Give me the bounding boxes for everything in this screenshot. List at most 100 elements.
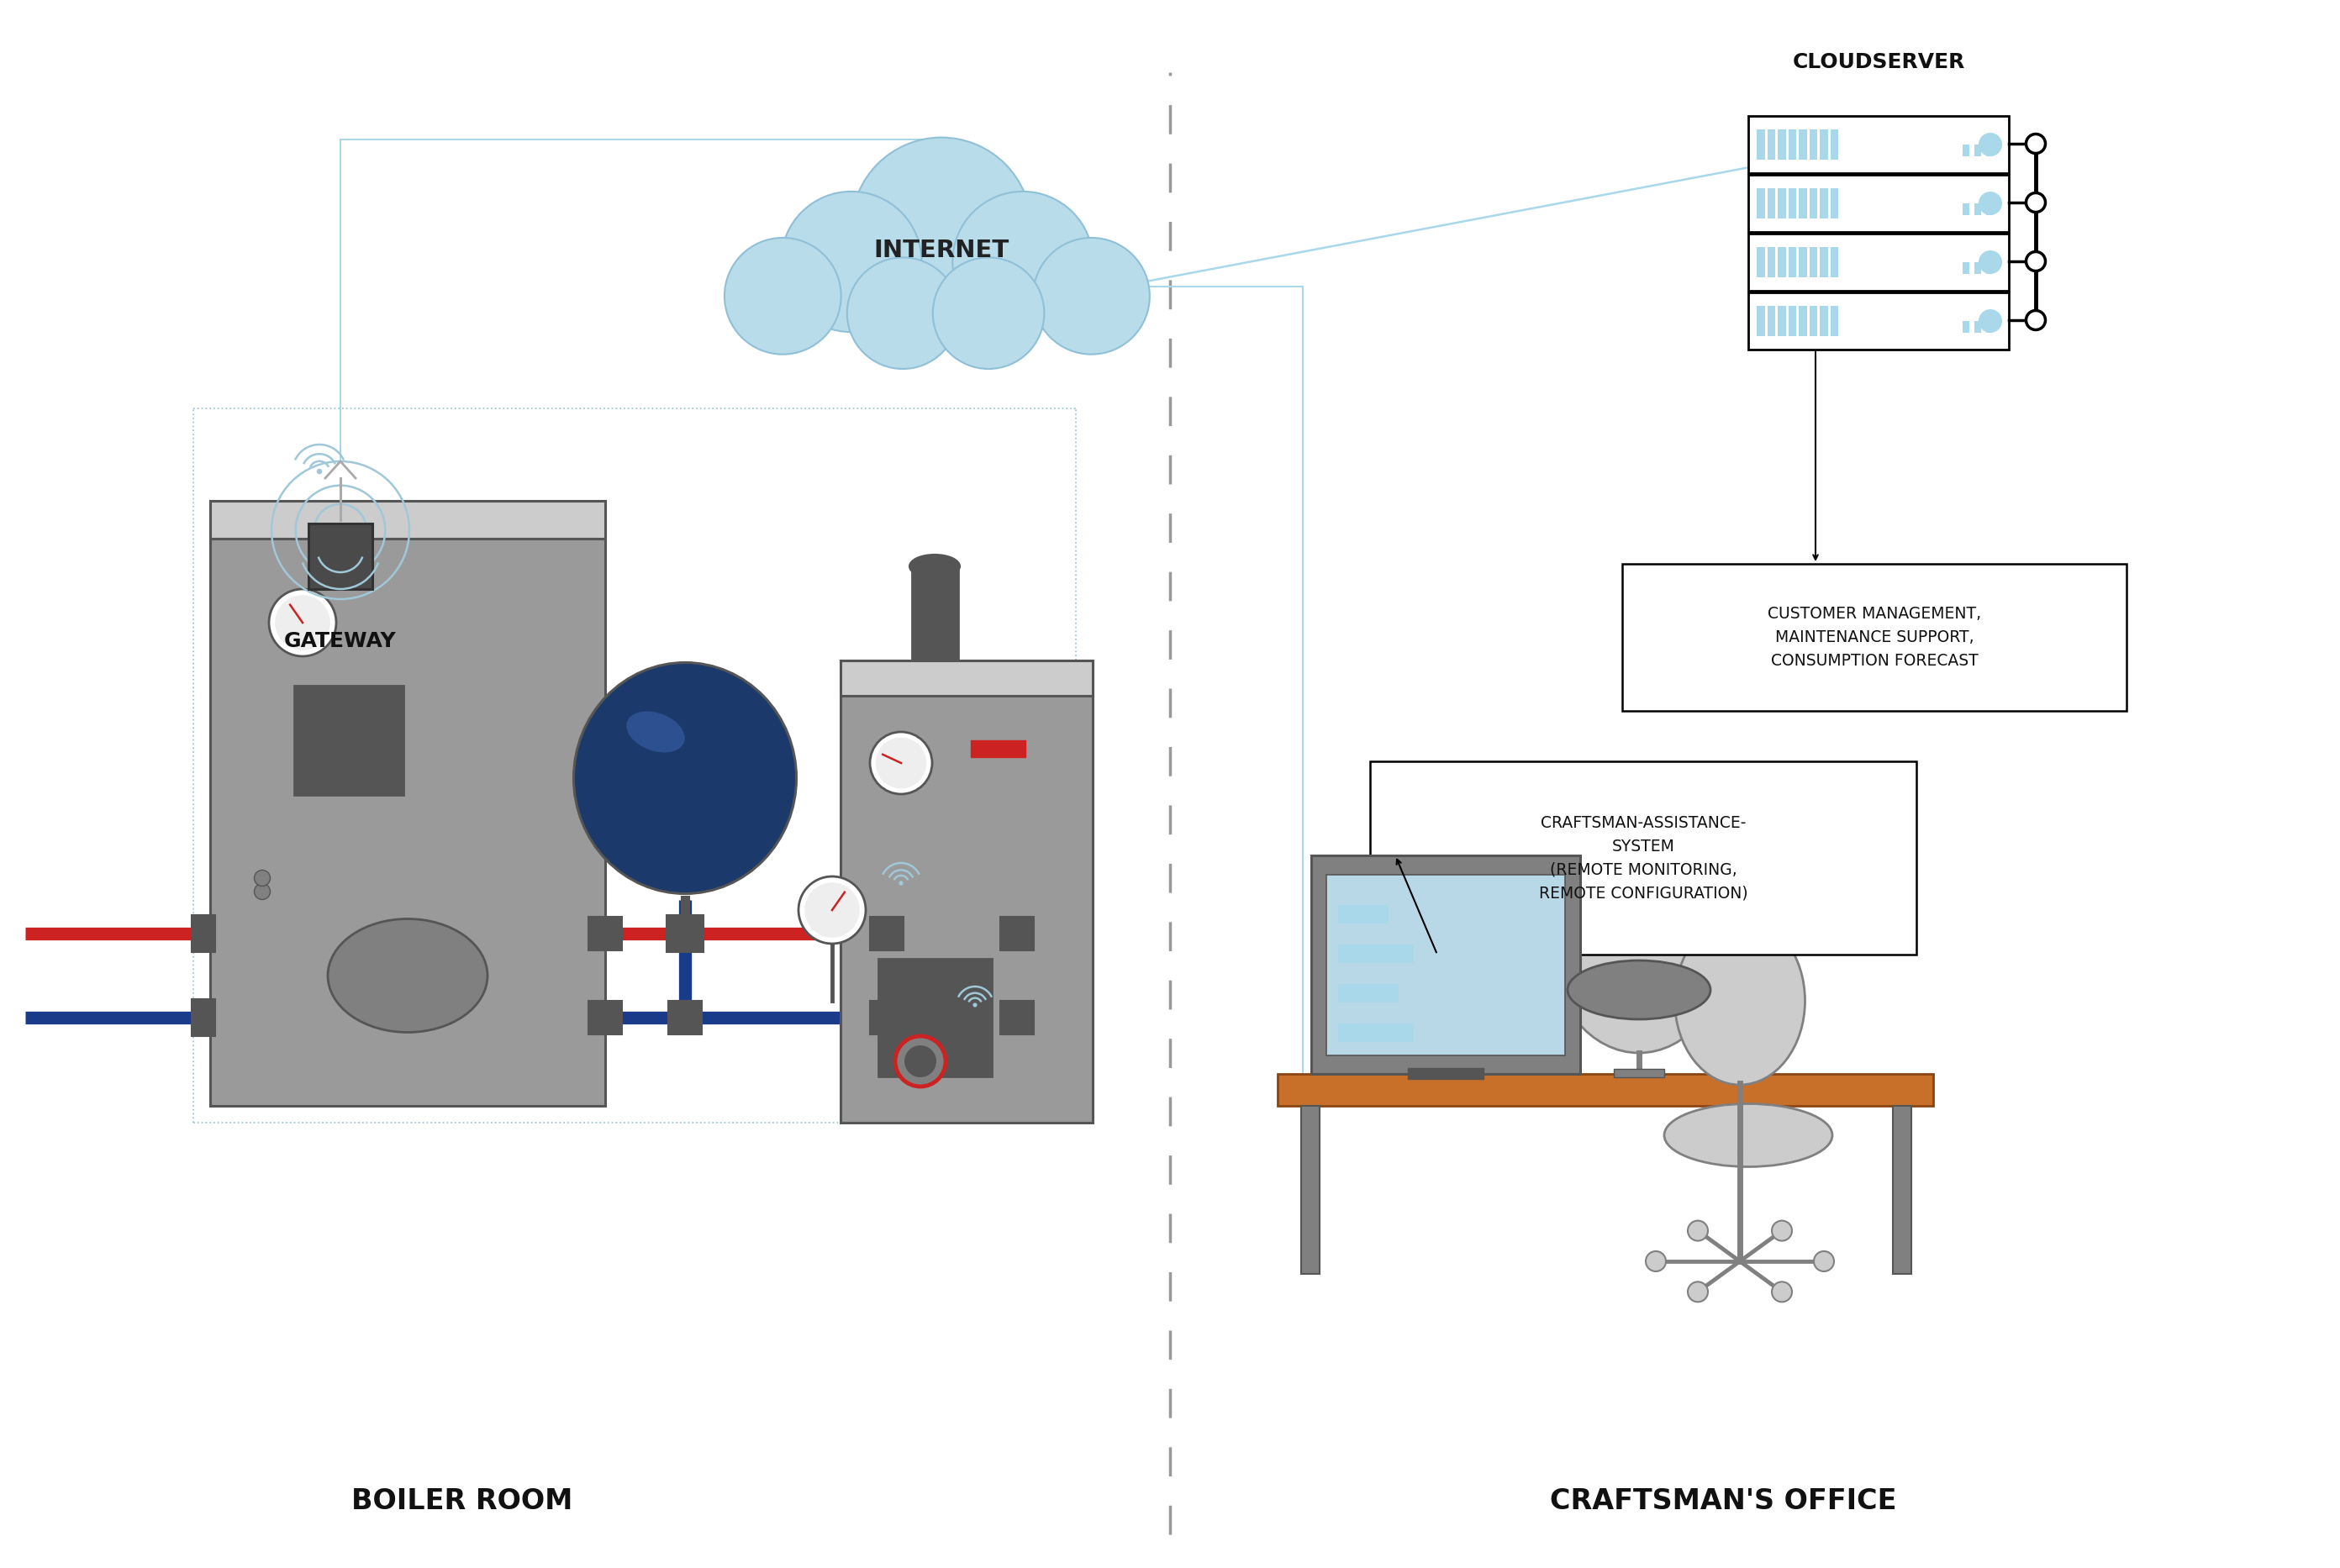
Bar (667, 916, 704, 952)
Bar (1821, 306, 1828, 336)
Bar (1963, 321, 1970, 332)
Bar (1963, 262, 1970, 273)
Circle shape (1687, 1220, 1708, 1240)
Bar (1757, 130, 1764, 160)
Bar (1615, 1069, 1664, 1077)
Bar (1748, 116, 2008, 172)
Bar (1987, 262, 1994, 273)
Bar (870, 917, 903, 950)
Bar (1757, 188, 1764, 218)
Bar (840, 660, 1093, 696)
Bar (1893, 1105, 1912, 1273)
Bar (1975, 321, 1982, 332)
Bar (1799, 130, 1806, 160)
Ellipse shape (1551, 834, 1727, 1052)
Bar (1748, 174, 2008, 232)
Bar (587, 1000, 622, 1035)
Bar (1778, 188, 1785, 218)
Bar (1788, 130, 1797, 160)
Bar (1830, 130, 1839, 160)
Ellipse shape (627, 712, 686, 753)
Text: INTERNET: INTERNET (873, 238, 1009, 262)
Circle shape (1645, 1251, 1666, 1272)
Bar (1975, 144, 1982, 155)
Bar (1338, 985, 1399, 1002)
Circle shape (269, 590, 337, 657)
Bar (1809, 130, 1818, 160)
Bar (211, 500, 606, 539)
Bar (1338, 1024, 1413, 1043)
Bar (1338, 944, 1413, 963)
Bar (192, 916, 215, 952)
Bar (870, 1000, 903, 1035)
Circle shape (903, 1046, 936, 1077)
Bar (1809, 188, 1818, 218)
Bar (999, 917, 1034, 950)
Bar (211, 500, 606, 1105)
Circle shape (2026, 133, 2045, 154)
Bar (1767, 306, 1776, 336)
Ellipse shape (1980, 191, 2003, 215)
Ellipse shape (1568, 961, 1711, 1019)
Bar (1799, 306, 1806, 336)
Bar (1830, 306, 1839, 336)
Bar (1987, 204, 1994, 215)
Circle shape (318, 469, 321, 474)
Circle shape (870, 732, 931, 793)
Bar (971, 740, 1025, 757)
Bar (1809, 306, 1818, 336)
Bar (1975, 204, 1982, 215)
Circle shape (1687, 1281, 1708, 1301)
Bar (669, 1000, 702, 1035)
Ellipse shape (1980, 133, 2003, 157)
Circle shape (2026, 252, 2045, 271)
Bar (1830, 188, 1839, 218)
Bar (1963, 144, 1970, 155)
Bar (1799, 188, 1806, 218)
Bar (1809, 248, 1818, 278)
Bar (1821, 188, 1828, 218)
Circle shape (798, 877, 866, 944)
Ellipse shape (1675, 917, 1804, 1085)
Bar (1301, 1105, 1320, 1273)
Circle shape (255, 870, 269, 886)
Bar (1622, 564, 2127, 710)
Ellipse shape (1664, 1104, 1832, 1167)
Bar (1409, 1068, 1484, 1079)
Text: CUSTOMER MANAGEMENT,
MAINTENANCE SUPPORT,
CONSUMPTION FORECAST: CUSTOMER MANAGEMENT, MAINTENANCE SUPPORT… (1767, 605, 1982, 670)
Circle shape (973, 1004, 976, 1007)
Bar (1778, 306, 1785, 336)
Bar (1987, 321, 1994, 332)
Circle shape (782, 191, 922, 332)
Ellipse shape (573, 663, 796, 894)
Circle shape (899, 881, 903, 884)
Bar (1987, 144, 1994, 155)
Circle shape (1814, 1251, 1835, 1272)
Bar (999, 1000, 1034, 1035)
Ellipse shape (1980, 309, 2003, 332)
Circle shape (952, 191, 1093, 332)
Bar (1799, 248, 1806, 278)
Bar (1975, 262, 1982, 273)
Text: CRAFTSMAN'S OFFICE: CRAFTSMAN'S OFFICE (1549, 1486, 1895, 1515)
Bar (1821, 248, 1828, 278)
Circle shape (852, 138, 1032, 317)
Bar (1788, 248, 1797, 278)
Ellipse shape (328, 919, 487, 1032)
Circle shape (896, 1036, 945, 1087)
Circle shape (2026, 310, 2045, 329)
Bar (1767, 248, 1776, 278)
Circle shape (847, 257, 959, 368)
Circle shape (805, 883, 859, 938)
Bar (1757, 248, 1764, 278)
Bar (1778, 130, 1785, 160)
Bar (1310, 856, 1580, 1074)
Circle shape (934, 257, 1044, 368)
Ellipse shape (910, 555, 959, 579)
Bar (192, 999, 215, 1036)
Bar (1788, 188, 1797, 218)
Bar (1830, 248, 1839, 278)
Bar (1963, 204, 1970, 215)
Bar (1338, 905, 1388, 924)
Bar (1278, 1074, 1933, 1105)
